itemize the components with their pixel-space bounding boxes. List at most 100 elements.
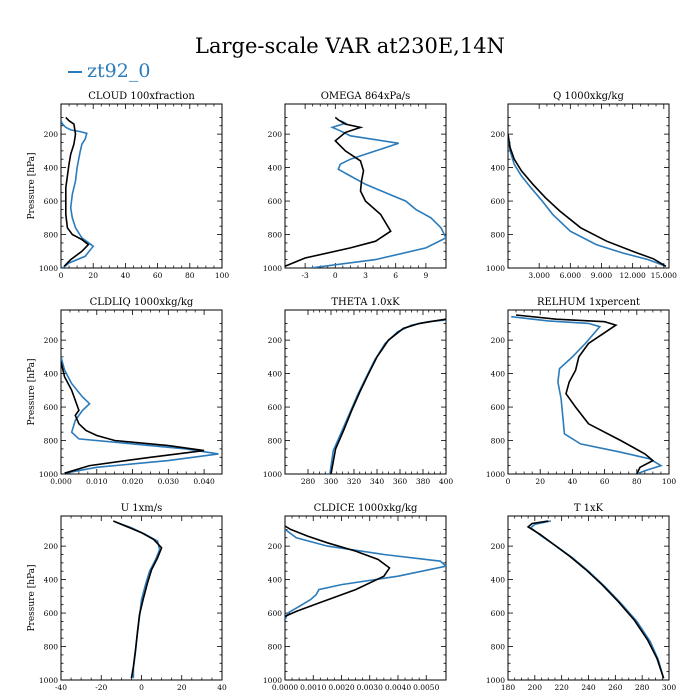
- x-tick-label: -40: [55, 683, 67, 692]
- x-tick-label: 0.010: [86, 477, 108, 486]
- y-tick-label: 200: [491, 542, 506, 551]
- x-tick-label: 320: [347, 477, 362, 486]
- y-tick-label: 800: [268, 231, 283, 240]
- x-tick-label: 0: [506, 477, 511, 486]
- x-tick-label: 0.0030: [357, 683, 383, 692]
- x-tick-label: 12.000: [620, 271, 646, 280]
- y-tick-label: 600: [491, 197, 506, 206]
- x-tick-label: 0.030: [158, 477, 180, 486]
- panel-5: THETA 1.0xK 200 400 600 800 1000 280 300 320 340 3…: [263, 297, 453, 486]
- x-tick-label: 240: [581, 683, 596, 692]
- plot-frame: [507, 103, 670, 269]
- x-tick-label: 0.0020: [328, 683, 354, 692]
- x-tick-label: 280: [301, 477, 316, 486]
- y-tick-label: 1000: [486, 264, 505, 273]
- y-tick-label: 200: [268, 542, 283, 551]
- x-tick-label: 40: [568, 477, 578, 486]
- y-tick-label: 1000: [39, 264, 58, 273]
- series-line-zt92-0: [529, 520, 665, 679]
- y-axis-label: Pressure [hPa]: [27, 564, 37, 631]
- x-tick-label: 3.000: [528, 271, 550, 280]
- y-tick-label: 200: [44, 542, 59, 551]
- series-line-reference: [63, 116, 90, 267]
- series-line-reference: [526, 520, 665, 679]
- x-tick-label: 20: [88, 271, 98, 280]
- x-tick-label: 0.000: [50, 477, 72, 486]
- x-tick-label: 9: [423, 271, 428, 280]
- y-tick-label: 800: [268, 643, 283, 652]
- x-tick-label: -3: [301, 271, 309, 280]
- series-line-reference: [61, 361, 205, 474]
- x-tick-label: 340: [370, 477, 385, 486]
- x-tick-label: 220: [555, 683, 570, 692]
- plot-frame: [507, 515, 670, 681]
- panel-title: THETA 1.0xK: [331, 297, 400, 308]
- y-tick-label: 600: [268, 403, 283, 412]
- x-tick-label: -20: [95, 683, 107, 692]
- series-line-zt92-0: [61, 356, 219, 474]
- y-tick-label: 400: [44, 576, 59, 585]
- y-tick-label: 200: [491, 336, 506, 345]
- y-tick-label: 1000: [39, 470, 58, 479]
- x-tick-label: 15.000: [651, 271, 677, 280]
- y-tick-label: 1000: [263, 264, 282, 273]
- plot-frame: [284, 309, 447, 475]
- y-tick-label: 800: [491, 231, 506, 240]
- x-tick-label: 400: [439, 477, 454, 486]
- x-tick-label: 60: [600, 477, 610, 486]
- y-axis-label: Pressure [hPa]: [27, 152, 37, 219]
- y-tick-label: 400: [268, 576, 283, 585]
- panel-title: CLOUD 100xfraction: [88, 91, 195, 102]
- plot-frame: [60, 103, 223, 269]
- x-tick-label: 60: [153, 271, 163, 280]
- x-tick-label: 3: [363, 271, 368, 280]
- x-tick-label: 300: [324, 477, 339, 486]
- x-tick-label: 40: [121, 271, 131, 280]
- x-tick-label: 200: [528, 683, 543, 692]
- y-tick-label: 1000: [486, 470, 505, 479]
- x-tick-label: 0.040: [193, 477, 215, 486]
- y-tick-label: 600: [491, 609, 506, 618]
- panel-title: T 1xK: [574, 503, 604, 514]
- x-tick-label: 80: [632, 477, 642, 486]
- y-tick-label: 600: [268, 197, 283, 206]
- legend-label: zt92_0: [87, 60, 151, 82]
- panel-title: OMEGA 864xPa/s: [321, 91, 411, 102]
- y-tick-label: 800: [491, 437, 506, 446]
- x-tick-label: 80: [185, 271, 195, 280]
- x-tick-label: 0: [59, 271, 64, 280]
- series-line-zt92-0: [329, 319, 446, 474]
- y-tick-label: 1000: [263, 676, 282, 685]
- series-line-reference: [515, 314, 655, 474]
- series-line-reference: [112, 520, 163, 679]
- x-tick-label: 0: [333, 271, 338, 280]
- y-tick-label: 400: [44, 370, 59, 379]
- panel-4: CLDLIQ 1000xkg/kg Pressure [hPa] 200 400 600…: [27, 297, 223, 486]
- y-tick-label: 400: [268, 370, 283, 379]
- y-tick-label: 800: [44, 643, 59, 652]
- y-tick-label: 1000: [263, 470, 282, 479]
- y-tick-label: 600: [44, 403, 59, 412]
- series-line-reference: [508, 133, 667, 267]
- y-tick-label: 200: [44, 336, 59, 345]
- x-tick-label: 6.000: [560, 271, 582, 280]
- y-tick-label: 400: [491, 370, 506, 379]
- panel-title: U 1xm/s: [121, 503, 163, 514]
- y-tick-label: 200: [268, 130, 283, 139]
- y-tick-label: 400: [491, 576, 506, 585]
- x-tick-label: 100: [215, 271, 230, 280]
- figure-title: Large-scale VAR at230E,14N: [195, 34, 505, 58]
- panel-2: OMEGA 864xPa/s 200 400 600 800 1000 -3 0 3 6 9: [263, 91, 447, 280]
- series-line-reference: [285, 116, 392, 268]
- x-tick-label: 20: [177, 683, 187, 692]
- series-line-zt92-0: [61, 120, 95, 268]
- y-tick-label: 800: [268, 437, 283, 446]
- x-tick-label: 9.000: [591, 271, 613, 280]
- y-tick-label: 800: [44, 437, 59, 446]
- x-tick-label: 360: [393, 477, 408, 486]
- x-tick-label: 280: [635, 683, 650, 692]
